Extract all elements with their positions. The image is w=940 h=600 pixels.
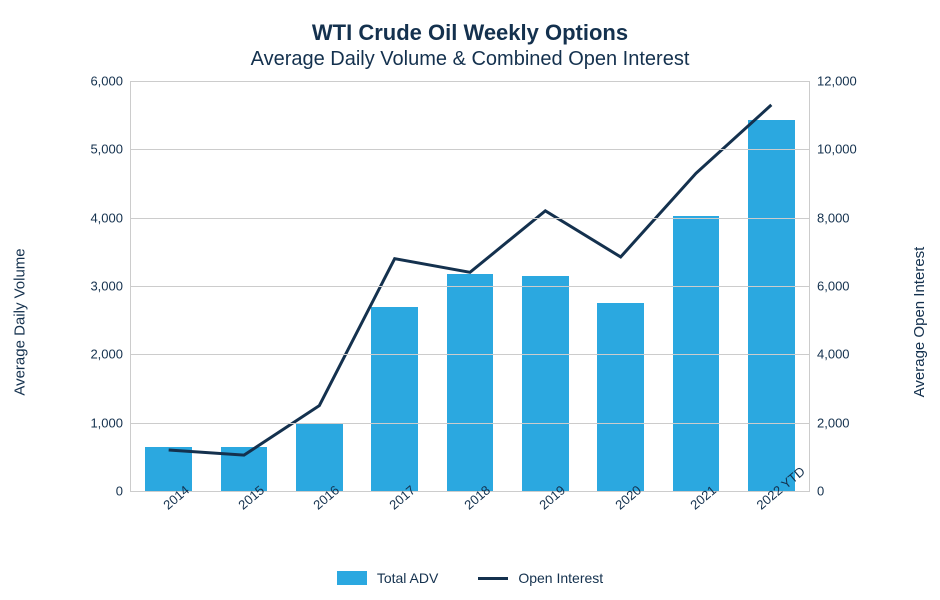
title-block: WTI Crude Oil Weekly Options Average Dai… xyxy=(30,20,910,71)
plot-outer: 201420152016201720182019202020212022 YTD… xyxy=(90,81,850,562)
chart-wrap: Average Daily Volume Average Open Intere… xyxy=(30,81,910,562)
y-tick-right: 2,000 xyxy=(809,415,850,430)
bar xyxy=(748,120,795,491)
bar xyxy=(145,447,192,491)
chart-container: WTI Crude Oil Weekly Options Average Dai… xyxy=(0,0,940,600)
legend-item-line: Open Interest xyxy=(478,570,603,586)
y-tick-right: 6,000 xyxy=(809,279,850,294)
legend-label-bar: Total ADV xyxy=(377,570,438,586)
y-tick-right: 8,000 xyxy=(809,210,850,225)
grid-line xyxy=(131,149,809,150)
y-tick-left: 0 xyxy=(116,484,131,499)
y-tick-left: 1,000 xyxy=(90,415,131,430)
bar xyxy=(371,307,418,492)
bar xyxy=(597,303,644,491)
legend-label-line: Open Interest xyxy=(518,570,603,586)
grid-line xyxy=(131,354,809,355)
grid-line xyxy=(131,286,809,287)
bar xyxy=(296,423,343,491)
plot-area: 201420152016201720182019202020212022 YTD… xyxy=(130,81,810,492)
legend-swatch-line xyxy=(478,577,508,580)
legend-swatch-bar xyxy=(337,571,367,585)
y-axis-left-label: Average Daily Volume xyxy=(12,248,29,395)
y-tick-right: 0 xyxy=(809,484,824,499)
chart-title: WTI Crude Oil Weekly Options xyxy=(30,20,910,46)
legend-item-bar: Total ADV xyxy=(337,570,438,586)
y-tick-left: 5,000 xyxy=(90,142,131,157)
legend: Total ADV Open Interest xyxy=(30,562,910,590)
y-tick-left: 3,000 xyxy=(90,279,131,294)
grid-line xyxy=(131,218,809,219)
y-axis-right-label: Average Open Interest xyxy=(912,246,929,397)
chart-subtitle: Average Daily Volume & Combined Open Int… xyxy=(30,48,910,71)
bar xyxy=(221,447,268,491)
y-tick-left: 2,000 xyxy=(90,347,131,362)
y-tick-left: 6,000 xyxy=(90,74,131,89)
bar xyxy=(447,274,494,491)
y-tick-right: 10,000 xyxy=(809,142,857,157)
grid-line xyxy=(131,81,809,82)
grid-line xyxy=(131,423,809,424)
bar xyxy=(522,276,569,491)
y-tick-left: 4,000 xyxy=(90,210,131,225)
y-tick-right: 4,000 xyxy=(809,347,850,362)
y-tick-right: 12,000 xyxy=(809,74,857,89)
